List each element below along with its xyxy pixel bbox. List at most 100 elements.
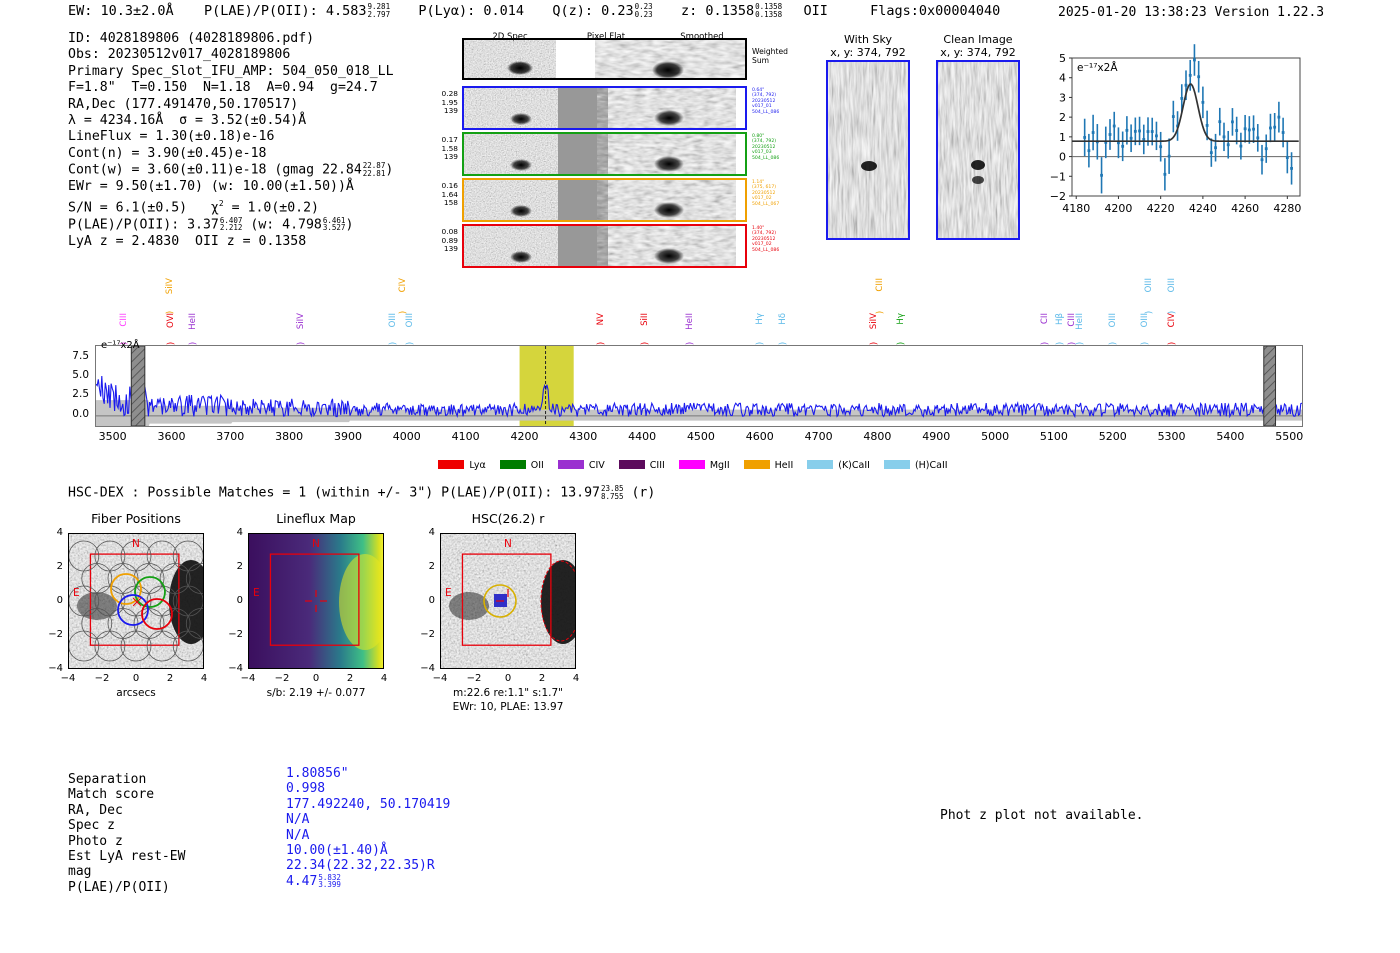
spectrum-xtick: 5000	[981, 430, 1010, 443]
spectrum-xtick: 4300	[569, 430, 598, 443]
cutout-ytick: −2	[48, 629, 63, 640]
cutout-image[interactable]	[248, 533, 384, 669]
svg-text:e⁻¹⁷x2Å: e⁻¹⁷x2Å	[1077, 61, 1118, 74]
cutout-ytick: −4	[228, 663, 243, 674]
header-z-species: OII	[803, 3, 828, 19]
legend-label: (H)CaII	[914, 460, 948, 471]
legend-item: (H)CaII	[883, 460, 948, 471]
match-plae-range: 5.832 3.399	[318, 872, 341, 890]
info-obs: Obs: 20230512v017_4028189806	[68, 47, 291, 63]
info-cont-w: Cont(w) = 3.60(±0.11)e-18 (gmag 22.84 22.…	[68, 161, 394, 178]
header-z: z: 0.1358	[680, 3, 755, 19]
cutout-image[interactable]	[440, 533, 576, 669]
cutout-title: HSC(26.2) r	[471, 511, 545, 526]
cutout-title: Fiber Positions	[91, 511, 181, 526]
cutout-ytick: 2	[56, 561, 63, 572]
source-info-block: ID: 4028189806 (4028189806.pdf) Obs: 202…	[68, 31, 394, 250]
clean-image-title: Clean Image x, y: 374, 792	[928, 33, 1028, 59]
spectrum-xtick: 4500	[686, 430, 715, 443]
legend-swatch	[618, 460, 645, 469]
legend-swatch	[557, 460, 584, 469]
legend-label: CIV	[588, 460, 605, 471]
spectrum-line-label: OIII	[1107, 313, 1118, 328]
info-cont-n: Cont(n) = 3.90(±0.45)e-18	[68, 145, 267, 161]
cutout-xtick: 2	[538, 673, 546, 684]
with-sky-coords: x, y: 374, 792	[830, 46, 906, 59]
match-row-value: 0.998	[286, 781, 326, 797]
info-redshifts: LyA z = 2.4830 OII z = 0.1358	[68, 233, 307, 249]
spectrum-xtick: 3800	[275, 430, 304, 443]
svg-text:−2: −2	[1050, 190, 1066, 203]
spectrum-line-label: CIII	[119, 313, 130, 327]
legend-item: CIV	[557, 460, 605, 471]
fiber-cutout-row	[462, 132, 747, 176]
legend-swatch	[743, 460, 770, 469]
cutout-xtick: 2	[346, 673, 354, 684]
cutout-xtick: −4	[432, 673, 448, 684]
svg-text:4: 4	[1059, 72, 1066, 85]
spectrum-xtick: 5400	[1216, 430, 1245, 443]
fiber-row-meta: 1.14" (375, 617) 20230512 v017_02 504_LL…	[752, 180, 780, 207]
hscdex-filter: (r)	[631, 485, 656, 501]
header-plae-range: 9.281 2.797	[367, 2, 391, 19]
spectrum-line-label: SiIV	[295, 313, 306, 330]
match-row-value: N/A	[286, 827, 310, 843]
info-obs-params: F=1.8" T=0.150 N=1.18 A=0.94 g=24.7	[68, 80, 378, 96]
spectrum-line-label: OIII	[1140, 313, 1151, 328]
spectrum-line-label: HeII	[188, 313, 199, 330]
match-plae-value: 4.47	[286, 873, 318, 889]
cutout-ytick: −2	[228, 629, 243, 640]
spectrum-line-label: OIII	[404, 313, 415, 328]
timestamp-version: 2025-01-20 13:38:23 Version 1.22.3	[1058, 5, 1325, 20]
spectrum-line-tick: (	[873, 310, 884, 315]
cutout-ytick: 4	[236, 527, 243, 538]
spectrum-xtick: 5200	[1098, 430, 1127, 443]
info-ewr: EWr = 9.50(±1.70) (w: 10.00(±1.50))Å	[68, 179, 354, 195]
svg-text:2: 2	[1059, 111, 1066, 124]
legend-swatch	[883, 460, 910, 469]
header-plya: P(Lyα): 0.014	[418, 3, 525, 19]
info-plae: P(LAE)/P(OII): 3.37 6.407 2.212 (w: 4.798 6…	[68, 215, 354, 233]
header-z-range: 0.1358 0.1358	[755, 2, 783, 19]
spectrum-line-tick: (	[395, 310, 406, 315]
cutout-ytick: −4	[420, 663, 435, 674]
legend-swatch	[807, 460, 834, 469]
header-plae: P(LAE)/P(OII): 4.583	[203, 3, 367, 19]
legend-item: HeII	[743, 460, 793, 471]
legend-swatch	[499, 460, 526, 469]
spectrum-xtick: 4600	[745, 430, 774, 443]
match-row-value: N/A	[286, 812, 310, 828]
photz-plot-message: Phot z plot not available.	[940, 808, 1144, 823]
spectrum-line-label: Hγ	[754, 313, 765, 325]
weighted-sum-2d-image	[464, 40, 745, 78]
cutout-xtick: 0	[312, 673, 320, 684]
svg-text:5: 5	[1059, 52, 1066, 65]
compass-east: E	[73, 587, 80, 599]
hscdex-text: HSC-DEX : Possible Matches = 1 (within +…	[68, 485, 600, 501]
cutout-ytick: 0	[56, 595, 63, 606]
svg-text:4280: 4280	[1273, 202, 1301, 215]
legend-item: OII	[499, 460, 544, 471]
cutout-ytick: 0	[236, 595, 243, 606]
cutout-image[interactable]	[68, 533, 204, 669]
spectrum-ytick: 0.0	[72, 407, 89, 420]
cutout-xtick: 4	[572, 673, 580, 684]
with-sky-image	[826, 60, 910, 240]
cutout-xtick: −4	[60, 673, 76, 684]
legend-label: (K)CaII	[838, 460, 870, 471]
fiber-row-meta: 0.80" (374, 792) 20230512 v017_03 504_LL…	[752, 134, 780, 161]
cutout-xtick: −2	[274, 673, 290, 684]
svg-text:−1: −1	[1050, 170, 1066, 183]
spectrum-xtick: 4700	[804, 430, 833, 443]
compass-east: E	[253, 587, 260, 599]
clean-image-image	[936, 60, 1020, 240]
spectrum-line-label: NV	[595, 313, 606, 326]
match-row-key: P(LAE)/P(OII)	[68, 879, 170, 895]
match-row-key: Separation	[68, 772, 147, 787]
cutout-caption-primary: m:22.6 re:1.1" s:1.7"	[453, 687, 563, 699]
spectrum-ytick: 2.5	[72, 388, 89, 401]
cutout-xtick: 4	[200, 673, 208, 684]
spectrum-line-label: SiIV	[869, 313, 880, 330]
spectrum-line-label: HeII	[685, 313, 696, 330]
spectrum-line-tick: (	[1142, 310, 1153, 315]
